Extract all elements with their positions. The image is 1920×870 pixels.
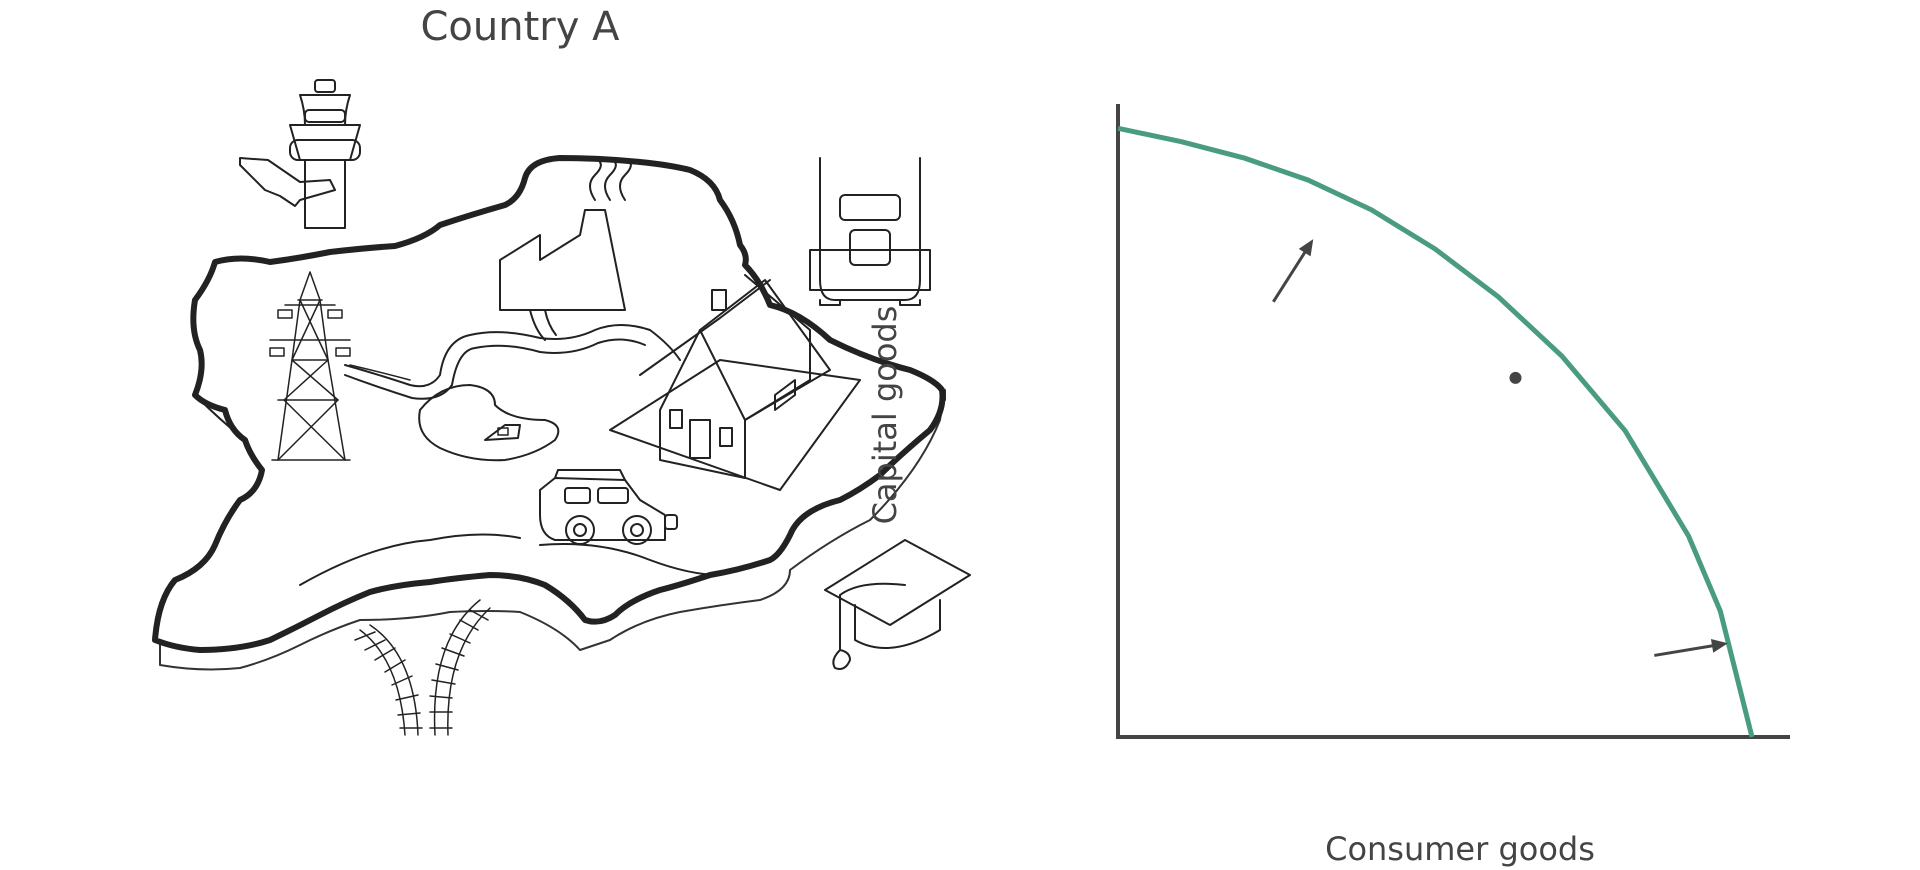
ppf-arrow-2-line: [1654, 643, 1719, 657]
graduation-cap-icon: [824, 539, 971, 670]
ppf-arrow-1-line: [1272, 246, 1310, 303]
x-axis-label: Consumer goods: [1325, 830, 1595, 868]
truck-icon: [809, 157, 931, 306]
house-icon: [609, 274, 861, 491]
river: [344, 324, 681, 388]
control-tower-icon: [239, 79, 361, 229]
map-title: Country A: [420, 4, 620, 50]
landmass: [152, 155, 946, 671]
ppf-arrow-2-head: [1710, 638, 1728, 653]
jeep-icon: [539, 469, 678, 545]
railway-track-icon: [354, 599, 491, 736]
factory-icon: [499, 159, 632, 311]
ppf-arrows: [1272, 239, 1728, 657]
power-pylon-icon: [269, 271, 411, 461]
y-axis-label: Capital goods: [866, 305, 904, 525]
country-map-illustration: [152, 79, 971, 736]
ppf-marked-point: [1509, 371, 1522, 384]
lake: [418, 384, 560, 462]
ppf-arrow-1-head: [1298, 239, 1314, 257]
boat-icon: [484, 424, 521, 441]
ppf-curve: [1117, 125, 1755, 738]
